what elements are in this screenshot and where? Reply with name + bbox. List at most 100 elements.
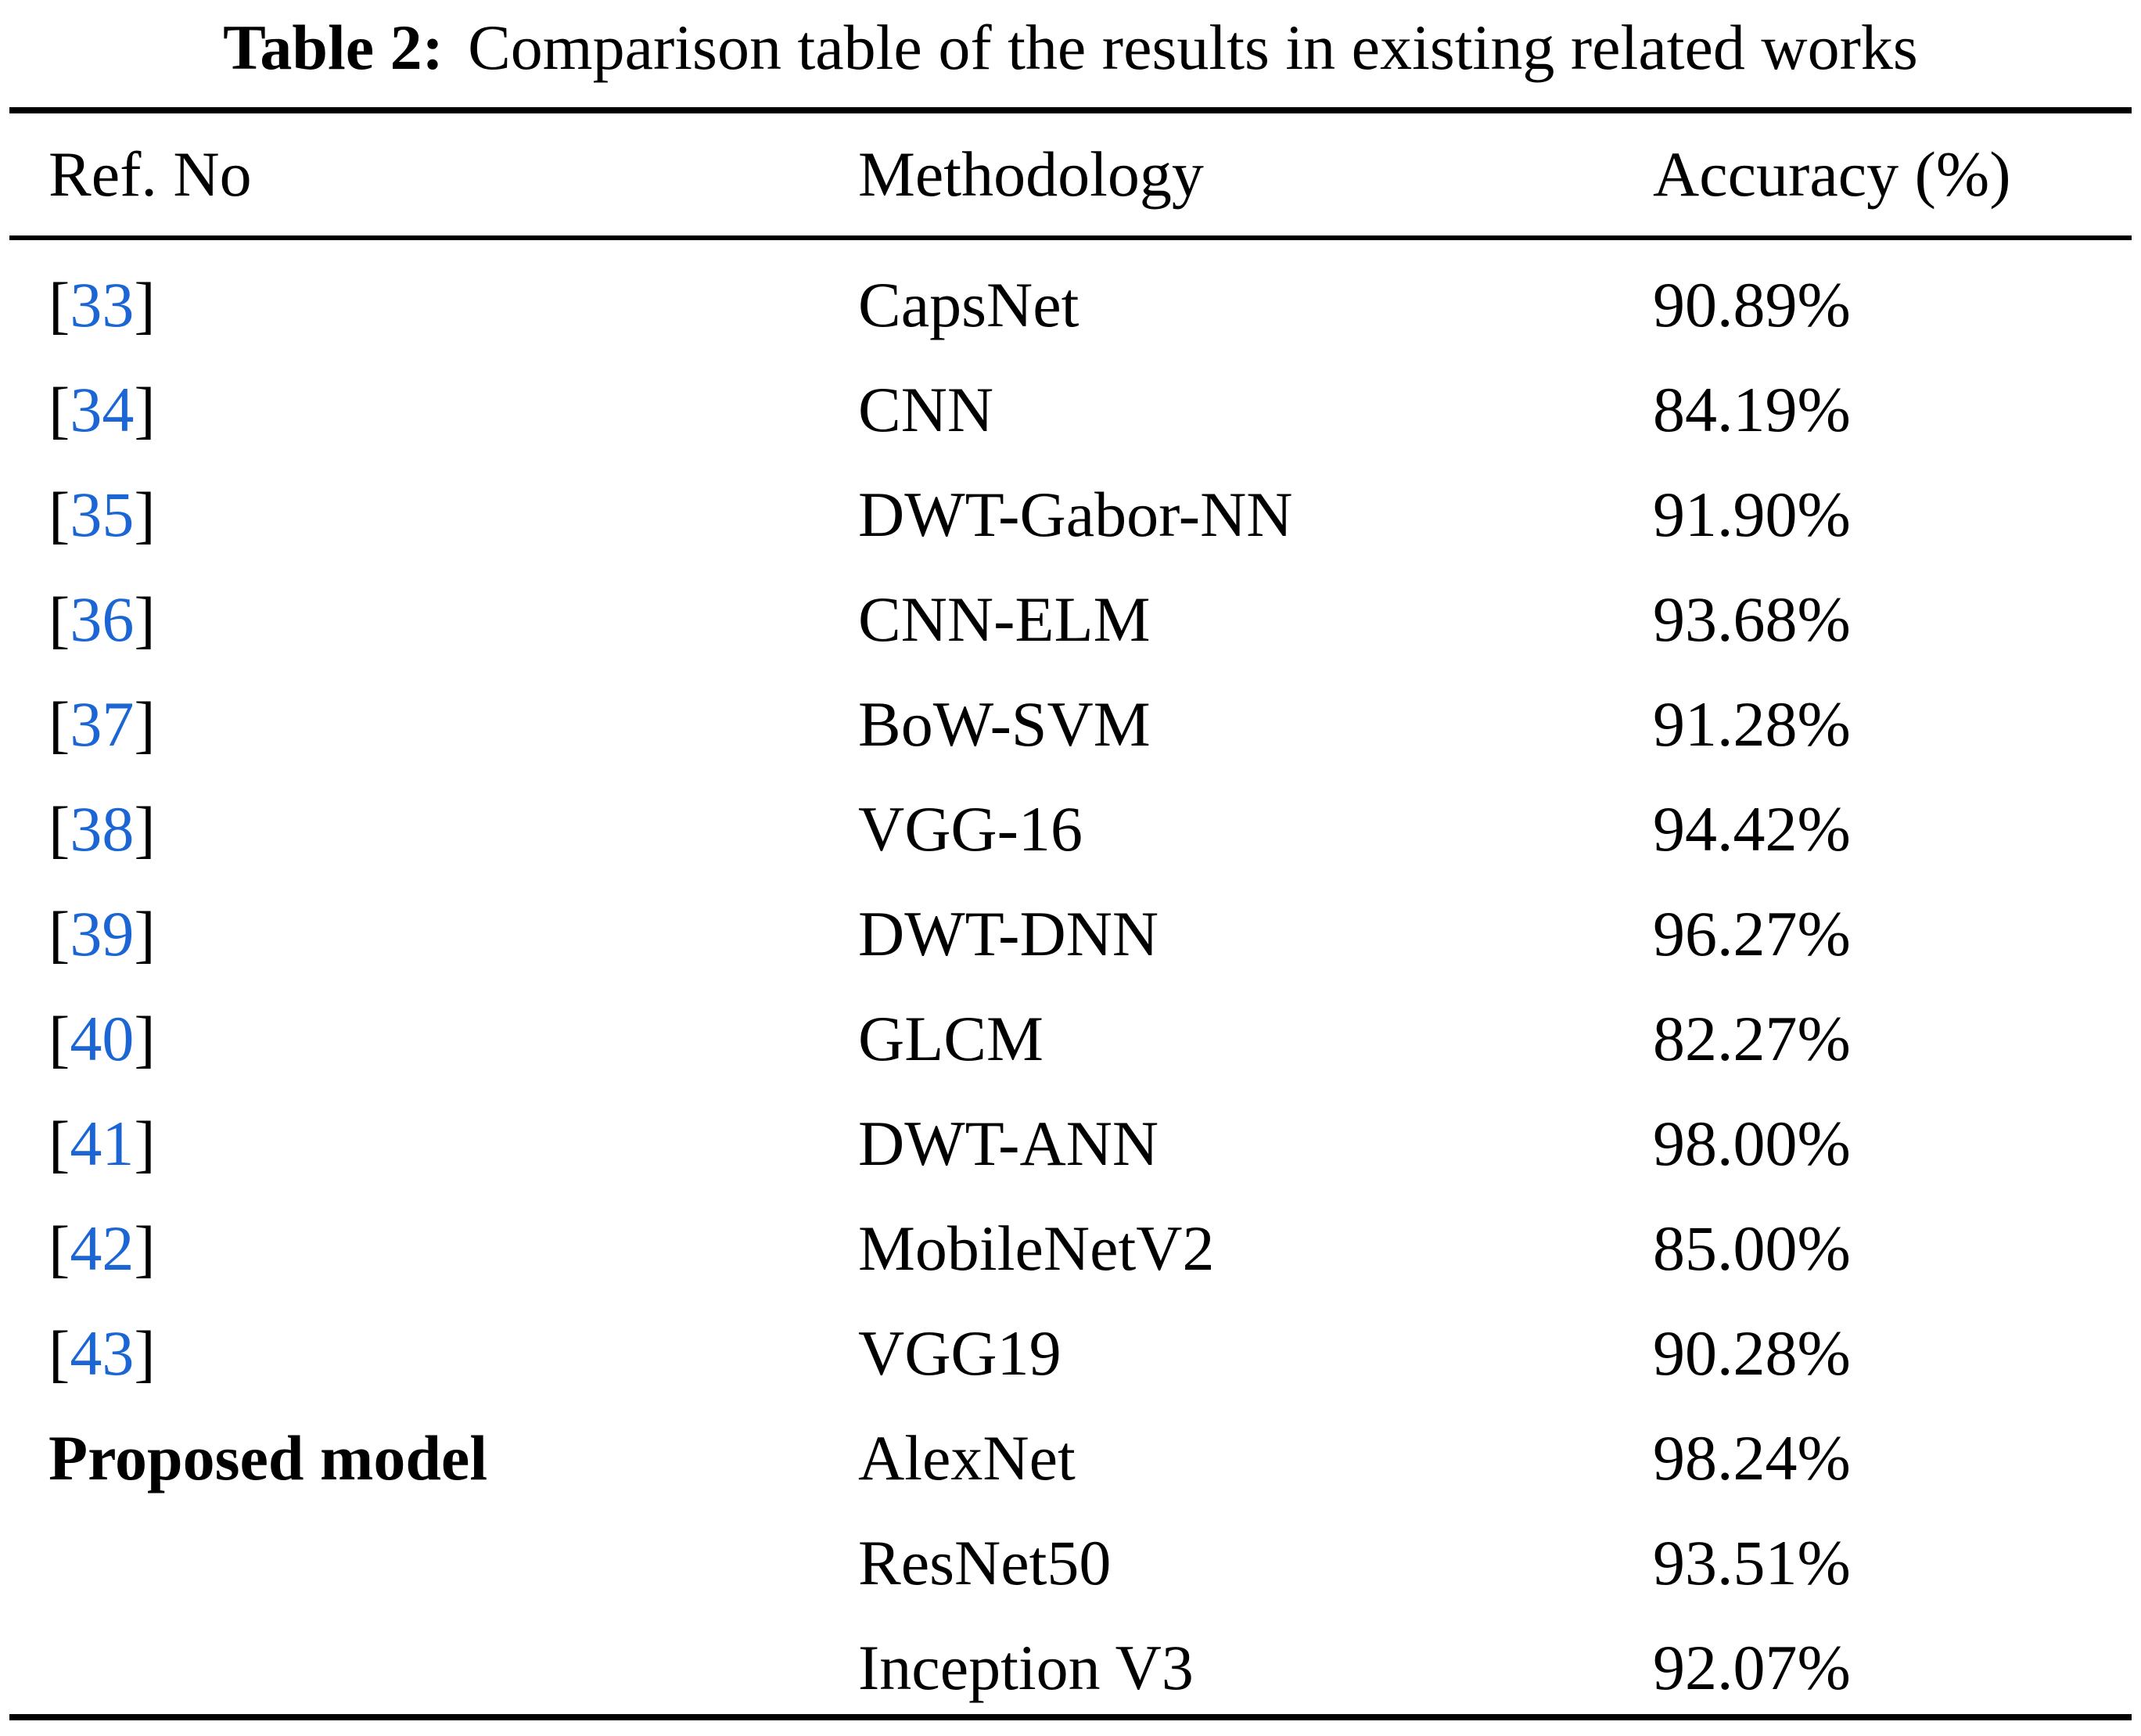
- ref-cell: [42]: [48, 1212, 858, 1285]
- citation-close-bracket: ]: [134, 479, 156, 550]
- citation-number-link[interactable]: 35: [70, 479, 135, 550]
- table-row: [33] CapsNet 90.89%: [0, 253, 2141, 358]
- citation-open-bracket: [: [48, 479, 70, 550]
- table-row: ResNet50 93.51%: [0, 1511, 2141, 1616]
- citation-open-bracket: [: [48, 1213, 70, 1284]
- column-header-methodology: Methodology: [858, 138, 1204, 210]
- citation-close-bracket: ]: [134, 374, 156, 445]
- accuracy-cell: 92.07%: [1653, 1632, 1851, 1703]
- table-caption-label: Table 2:: [223, 12, 444, 83]
- citation-number-link[interactable]: 40: [70, 1003, 135, 1074]
- methodology-cell: BoW-SVM: [858, 688, 1151, 760]
- citation-open-bracket: [: [48, 1003, 70, 1074]
- methodology-cell: CNN-ELM: [858, 584, 1151, 655]
- table-header-row: Ref. No Methodology Accuracy (%): [0, 113, 2141, 235]
- reference-citation[interactable]: [34]: [48, 374, 156, 445]
- ref-cell: Proposed model: [48, 1422, 858, 1495]
- reference-citation[interactable]: [43]: [48, 1317, 156, 1389]
- ref-cell: [35]: [48, 478, 858, 552]
- reference-citation[interactable]: [38]: [48, 793, 156, 864]
- reference-citation[interactable]: [42]: [48, 1213, 156, 1284]
- citation-number-link[interactable]: 43: [70, 1317, 135, 1389]
- citation-open-bracket: [: [48, 688, 70, 760]
- reference-citation[interactable]: [40]: [48, 1003, 156, 1074]
- methodology-cell: GLCM: [858, 1003, 1044, 1074]
- methodology-cell: ResNet50: [858, 1527, 1112, 1598]
- ref-cell: [33]: [48, 268, 858, 342]
- citation-close-bracket: ]: [134, 584, 156, 655]
- methodology-cell: DWT-Gabor-NN: [858, 479, 1293, 550]
- citation-open-bracket: [: [48, 898, 70, 969]
- accuracy-cell: 85.00%: [1653, 1213, 1851, 1284]
- methodology-cell: Inception V3: [858, 1632, 1194, 1703]
- table-row: [35] DWT-Gabor-NN 91.90%: [0, 462, 2141, 567]
- ref-cell: [38]: [48, 793, 858, 866]
- table-header-rule: [9, 235, 2132, 240]
- methodology-cell: CapsNet: [858, 269, 1079, 340]
- table-row: [39] DWT-DNN 96.27%: [0, 882, 2141, 987]
- ref-cell: [36]: [48, 583, 858, 656]
- reference-citation[interactable]: [33]: [48, 269, 156, 340]
- citation-open-bracket: [: [48, 374, 70, 445]
- methodology-cell: DWT-DNN: [858, 898, 1159, 969]
- citation-close-bracket: ]: [134, 793, 156, 864]
- ref-cell: [37]: [48, 688, 858, 761]
- citation-open-bracket: [: [48, 1108, 70, 1179]
- table-row: [42] MobileNetV2 85.00%: [0, 1196, 2141, 1301]
- reference-citation[interactable]: [36]: [48, 584, 156, 655]
- reference-citation[interactable]: [37]: [48, 688, 156, 760]
- accuracy-cell: 91.28%: [1653, 688, 1851, 760]
- citation-open-bracket: [: [48, 1317, 70, 1389]
- citation-close-bracket: ]: [134, 688, 156, 760]
- citation-number-link[interactable]: 34: [70, 374, 135, 445]
- proposed-model-label: Proposed model: [48, 1422, 488, 1493]
- accuracy-cell: 82.27%: [1653, 1003, 1851, 1074]
- table-row: [38] VGG-16 94.42%: [0, 777, 2141, 882]
- citation-number-link[interactable]: 36: [70, 584, 135, 655]
- table-top-rule: [9, 107, 2132, 113]
- citation-number-link[interactable]: 42: [70, 1213, 135, 1284]
- table-row: [43] VGG19 90.28%: [0, 1301, 2141, 1406]
- table-caption-text: Comparison table of the results in exist…: [468, 12, 1918, 83]
- citation-number-link[interactable]: 41: [70, 1108, 135, 1179]
- accuracy-cell: 96.27%: [1653, 898, 1851, 969]
- ref-cell: [43]: [48, 1317, 858, 1390]
- table-body: [33] CapsNet 90.89% [34] CNN 84.19% [35]…: [0, 240, 2141, 1720]
- ref-cell: [40]: [48, 1002, 858, 1076]
- citation-close-bracket: ]: [134, 1108, 156, 1179]
- table-row: [37] BoW-SVM 91.28%: [0, 672, 2141, 777]
- accuracy-cell: 93.51%: [1653, 1527, 1851, 1598]
- accuracy-cell: 94.42%: [1653, 793, 1851, 864]
- ref-cell: [39]: [48, 897, 858, 971]
- table-caption: Table 2: Comparison table of the results…: [0, 0, 2141, 95]
- citation-open-bracket: [: [48, 269, 70, 340]
- methodology-cell: AlexNet: [858, 1422, 1076, 1493]
- citation-close-bracket: ]: [134, 1317, 156, 1389]
- citation-number-link[interactable]: 37: [70, 688, 135, 760]
- methodology-cell: DWT-ANN: [858, 1108, 1159, 1179]
- table-row: [34] CNN 84.19%: [0, 358, 2141, 462]
- column-header-ref-no: Ref. No: [48, 138, 252, 210]
- table-bottom-rule: [9, 1714, 2132, 1720]
- table-row: [36] CNN-ELM 93.68%: [0, 567, 2141, 672]
- citation-close-bracket: ]: [134, 269, 156, 340]
- methodology-cell: VGG-16: [858, 793, 1083, 864]
- accuracy-cell: 90.89%: [1653, 269, 1851, 340]
- reference-citation[interactable]: [41]: [48, 1108, 156, 1179]
- accuracy-cell: 91.90%: [1653, 479, 1851, 550]
- ref-cell: [41]: [48, 1107, 858, 1181]
- table-row: Proposed model AlexNet 98.24%: [0, 1406, 2141, 1511]
- citation-open-bracket: [: [48, 793, 70, 864]
- reference-citation[interactable]: [35]: [48, 479, 156, 550]
- accuracy-cell: 90.28%: [1653, 1317, 1851, 1389]
- citation-number-link[interactable]: 39: [70, 898, 135, 969]
- table-row: [41] DWT-ANN 98.00%: [0, 1091, 2141, 1196]
- reference-citation[interactable]: [39]: [48, 898, 156, 969]
- citation-number-link[interactable]: 38: [70, 793, 135, 864]
- citation-close-bracket: ]: [134, 898, 156, 969]
- table-row: [40] GLCM 82.27%: [0, 987, 2141, 1091]
- column-header-accuracy: Accuracy (%): [1653, 138, 2011, 210]
- citation-number-link[interactable]: 33: [70, 269, 135, 340]
- accuracy-cell: 98.00%: [1653, 1108, 1851, 1179]
- citation-close-bracket: ]: [134, 1003, 156, 1074]
